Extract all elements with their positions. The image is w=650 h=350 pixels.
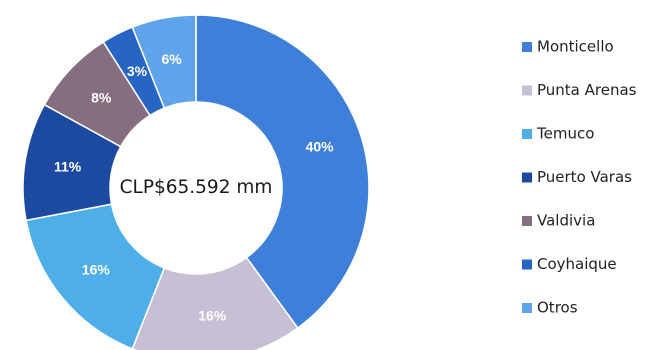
legend-item: Punta Arenas [522,81,637,99]
legend-swatch [522,85,532,96]
slice-value-label: 6% [162,51,183,67]
legend-swatch [522,216,532,226]
slice-value-label: 16% [198,308,227,324]
legend-label: Monticello [537,38,614,56]
legend-item: Monticello [522,38,614,56]
legend: Monticello Punta Arenas Temuco Puerto Varas… [522,38,637,317]
legend-label: Puerto Varas [537,168,632,186]
slices-layer [22,14,370,350]
slice-otros [131,14,197,110]
legend-label: Coyhaique [537,255,617,273]
legend-item: Coyhaique [522,255,617,273]
center-total-label: CLP$65.592 mm [120,177,273,198]
legend-swatch [522,42,532,52]
legend-item: Temuco [522,125,594,143]
legend-swatch [522,129,532,139]
legend-item: Valdivia [522,212,595,230]
legend-label: Valdivia [537,212,595,230]
slice-value-label: 8% [91,90,112,106]
legend-item: Puerto Varas [522,168,632,186]
slice-labels-layer: 40% 16% 16% 11% 8% 3% 6% [54,51,334,324]
legend-swatch [522,259,532,270]
legend-label: Temuco [536,125,594,143]
slice-value-label: 40% [306,139,335,155]
legend-item: Otros [522,299,578,317]
slice-value-label: 11% [54,158,82,174]
legend-label: Punta Arenas [537,81,637,99]
slice-monticello [195,14,370,330]
legend-label: Otros [537,299,578,317]
slice-value-label: 16% [82,262,111,278]
legend-swatch [522,303,532,313]
legend-swatch [522,172,532,183]
slice-value-label: 3% [127,63,148,79]
